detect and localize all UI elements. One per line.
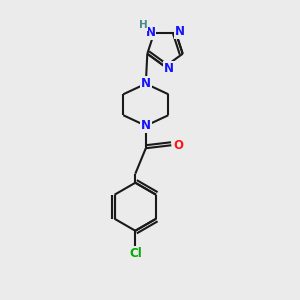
Text: H: H: [139, 20, 148, 31]
Text: Cl: Cl: [129, 247, 142, 260]
Text: N: N: [164, 61, 174, 75]
Text: N: N: [175, 25, 184, 38]
Text: N: N: [146, 26, 155, 40]
Text: N: N: [141, 119, 151, 132]
Text: O: O: [173, 139, 183, 152]
Text: N: N: [141, 77, 151, 90]
